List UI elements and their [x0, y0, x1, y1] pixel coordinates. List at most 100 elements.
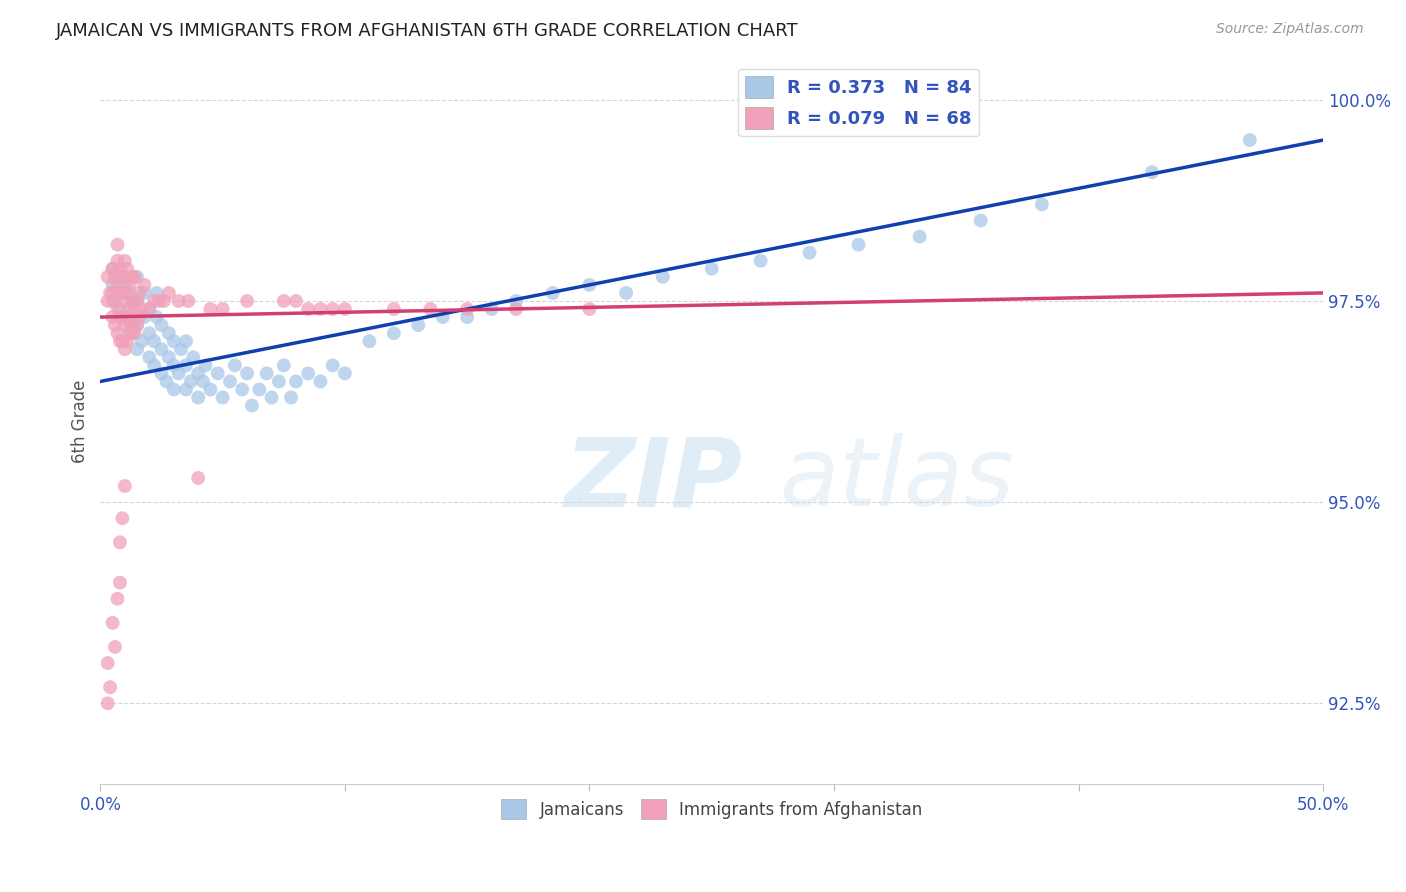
Point [114, 269, 136, 284]
Text: ZIP: ZIP [565, 434, 742, 526]
Point [297, 367, 319, 381]
Point [174, 383, 197, 397]
Point [101, 277, 124, 292]
Point [121, 326, 143, 340]
Point [908, 229, 931, 244]
Y-axis label: 6th Grade: 6th Grade [72, 380, 89, 463]
Point [153, 293, 176, 308]
Point [333, 367, 356, 381]
Point [108, 310, 131, 324]
Point [114, 293, 136, 308]
Point [97, 696, 120, 710]
Point [749, 253, 772, 268]
Point [111, 511, 134, 525]
Point [541, 285, 564, 300]
Point [111, 334, 134, 349]
Point [297, 301, 319, 316]
Point [121, 293, 143, 308]
Point [104, 269, 127, 284]
Point [125, 269, 148, 284]
Point [187, 471, 209, 485]
Point [505, 301, 527, 316]
Point [117, 261, 139, 276]
Point [104, 293, 127, 308]
Point [104, 318, 127, 332]
Point [131, 334, 153, 349]
Point [194, 359, 217, 373]
Point [134, 310, 156, 324]
Point [970, 213, 993, 227]
Point [578, 301, 600, 316]
Point [114, 318, 136, 332]
Point [224, 359, 246, 373]
Point [651, 269, 673, 284]
Point [101, 261, 124, 276]
Point [107, 277, 129, 292]
Point [111, 269, 134, 284]
Point [107, 326, 129, 340]
Point [118, 301, 141, 316]
Point [101, 261, 124, 276]
Point [309, 375, 332, 389]
Point [256, 367, 278, 381]
Point [148, 293, 170, 308]
Point [273, 359, 295, 373]
Point [1031, 197, 1053, 211]
Point [114, 479, 136, 493]
Point [187, 391, 209, 405]
Point [177, 293, 200, 308]
Point [505, 293, 527, 308]
Point [145, 285, 167, 300]
Point [150, 343, 173, 357]
Point [104, 640, 127, 654]
Point [155, 375, 177, 389]
Point [456, 301, 478, 316]
Point [799, 245, 821, 260]
Point [138, 326, 160, 340]
Point [125, 293, 148, 308]
Point [125, 343, 148, 357]
Point [134, 277, 156, 292]
Point [143, 359, 166, 373]
Point [121, 293, 143, 308]
Point [180, 375, 202, 389]
Point [118, 277, 141, 292]
Point [1140, 165, 1163, 179]
Point [578, 277, 600, 292]
Point [432, 310, 454, 324]
Point [219, 375, 242, 389]
Point [128, 310, 150, 324]
Point [167, 367, 190, 381]
Point [98, 285, 121, 300]
Point [167, 293, 190, 308]
Point [108, 285, 131, 300]
Point [114, 310, 136, 324]
Point [111, 310, 134, 324]
Point [247, 383, 270, 397]
Point [211, 391, 233, 405]
Point [131, 301, 153, 316]
Point [163, 359, 186, 373]
Point [124, 301, 146, 316]
Point [200, 301, 222, 316]
Point [107, 253, 129, 268]
Point [143, 334, 166, 349]
Point [121, 269, 143, 284]
Point [211, 301, 233, 316]
Point [157, 285, 180, 300]
Point [207, 367, 229, 381]
Point [128, 285, 150, 300]
Point [382, 301, 405, 316]
Point [481, 301, 503, 316]
Point [108, 575, 131, 590]
Point [260, 391, 283, 405]
Point [118, 318, 141, 332]
Point [121, 318, 143, 332]
Point [157, 326, 180, 340]
Point [108, 535, 131, 549]
Point [107, 237, 129, 252]
Point [124, 269, 146, 284]
Point [181, 351, 204, 365]
Point [174, 334, 197, 349]
Point [150, 367, 173, 381]
